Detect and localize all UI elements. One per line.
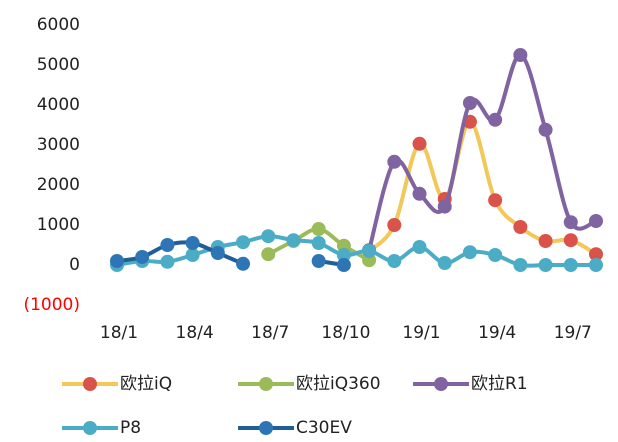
data-point — [589, 258, 603, 272]
data-point — [538, 234, 553, 248]
data-point — [362, 244, 377, 258]
data-point — [437, 199, 452, 214]
data-point — [513, 48, 528, 62]
series-line — [367, 52, 597, 251]
legend-marker — [83, 377, 97, 391]
legend-marker — [259, 421, 273, 435]
legend-label: P8 — [120, 418, 141, 438]
legend-marker — [83, 421, 97, 435]
data-point — [538, 122, 553, 137]
legend-label: 欧拉iQ360 — [296, 374, 381, 394]
data-point — [412, 240, 427, 254]
data-point — [437, 256, 452, 270]
x-tick-label: 18/10 — [321, 323, 370, 343]
data-point — [387, 254, 402, 268]
data-point — [387, 154, 402, 169]
x-tick-label: 19/7 — [554, 323, 592, 343]
y-tick-label: 1000 — [37, 215, 80, 235]
data-point — [311, 236, 326, 250]
data-point — [160, 238, 175, 252]
y-tick-label: 0 — [69, 255, 80, 275]
legend-label: 欧拉R1 — [471, 374, 528, 394]
data-point — [563, 215, 578, 230]
y-tick-label: 5000 — [37, 55, 80, 75]
data-point — [286, 233, 301, 248]
y-tick-label: 3000 — [37, 135, 80, 155]
legend-label: C30EV — [296, 418, 352, 438]
data-point — [336, 258, 351, 272]
data-point — [589, 214, 603, 228]
data-point — [462, 96, 477, 110]
legend-marker — [259, 377, 273, 391]
legend-marker — [434, 377, 448, 391]
data-point — [462, 245, 477, 260]
data-point — [210, 246, 225, 260]
data-point — [538, 258, 553, 272]
data-point — [488, 112, 503, 127]
data-point — [488, 248, 503, 262]
data-point — [336, 248, 351, 262]
x-tick-label: 18/1 — [100, 323, 138, 343]
y-tick-label: 4000 — [37, 95, 80, 115]
data-point — [589, 247, 603, 262]
x-tick-label: 19/4 — [478, 323, 516, 343]
data-point — [311, 254, 326, 268]
data-point — [236, 256, 251, 271]
x-tick-label: 18/7 — [251, 323, 289, 343]
data-point — [261, 229, 276, 244]
data-point — [563, 233, 578, 248]
x-tick-label: 18/4 — [176, 323, 214, 343]
data-point — [135, 250, 150, 264]
data-point — [311, 222, 326, 236]
data-point — [185, 248, 200, 262]
data-point — [110, 254, 124, 268]
data-point — [513, 258, 528, 272]
y-tick-label: 2000 — [37, 175, 80, 195]
data-point — [185, 236, 200, 250]
legend-label: 欧拉iQ — [120, 374, 172, 394]
data-point — [236, 235, 251, 250]
data-point — [563, 258, 578, 272]
y-tick-label: 6000 — [37, 15, 80, 35]
x-tick-label: 19/1 — [402, 323, 440, 343]
data-point — [488, 193, 503, 208]
data-point — [160, 254, 175, 269]
data-point — [387, 218, 402, 232]
data-point — [261, 247, 276, 262]
data-point — [412, 136, 427, 151]
data-point — [412, 186, 427, 201]
data-point — [513, 220, 528, 234]
y-tick-label: (1000) — [23, 295, 80, 315]
